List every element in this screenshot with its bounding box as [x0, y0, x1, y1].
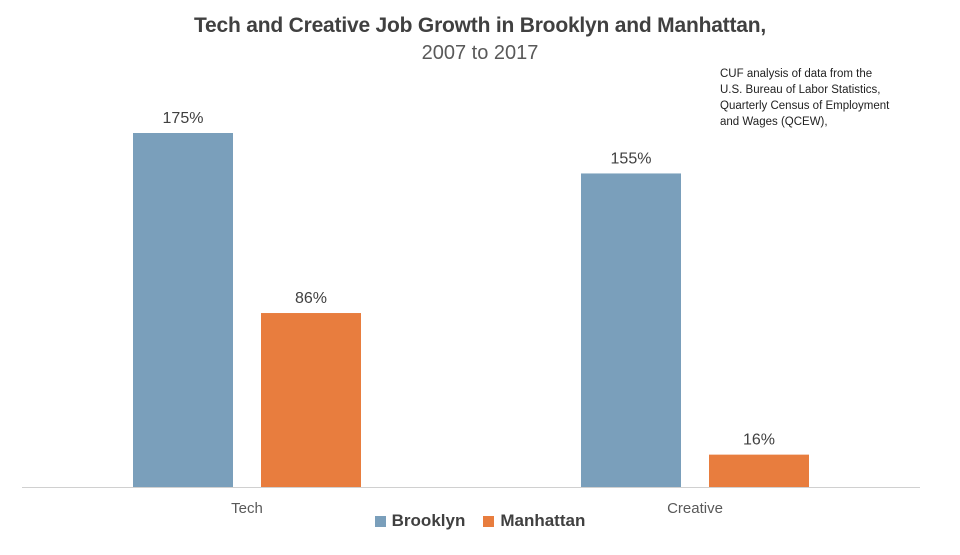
bar-manhattan-tech [261, 313, 361, 487]
data-label-brooklyn-tech: 175% [163, 110, 204, 127]
legend-swatch-brooklyn [374, 515, 386, 527]
chart-legend: Brooklyn Manhattan [0, 511, 960, 531]
data-label-brooklyn-creative: 155% [611, 150, 652, 167]
source-annotation-line: Quarterly Census of Employment [720, 100, 890, 112]
bar-brooklyn-creative [581, 173, 681, 487]
x-tick-label-tech: Tech [231, 500, 263, 517]
data-label-manhattan-tech: 86% [295, 290, 327, 307]
x-tick-label-creative: Creative [667, 500, 723, 517]
bar-brooklyn-tech [133, 133, 233, 487]
legend-swatch-manhattan [483, 515, 495, 527]
legend-item-manhattan: Manhattan [483, 511, 585, 531]
bar-manhattan-creative [709, 454, 809, 487]
data-label-manhattan-creative: 16% [743, 432, 775, 449]
chart-subtitle: 2007 to 2017 [421, 42, 539, 64]
source-annotation-line: U.S. Bureau of Labor Statistics, [720, 84, 881, 96]
source-annotation-line: and Wages (QCEW), [720, 116, 828, 128]
source-annotation: CUF analysis of data from the U.S. Burea… [720, 66, 940, 130]
legend-label-brooklyn: Brooklyn [391, 511, 466, 530]
legend-item-brooklyn: Brooklyn [374, 511, 466, 531]
chart-title: Tech and Creative Job Growth in Brooklyn… [193, 14, 767, 37]
legend-label-manhattan: Manhattan [500, 511, 586, 530]
source-annotation-line: CUF analysis of data from the [720, 68, 873, 80]
